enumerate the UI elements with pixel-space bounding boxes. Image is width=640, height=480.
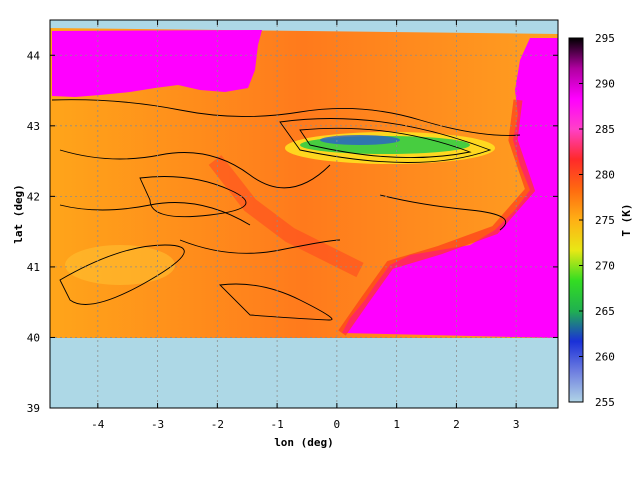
x-tick-label: 3 [513, 418, 520, 431]
x-axis-title: lon (deg) [274, 436, 334, 449]
x-axis: -4 -3 -2 -1 0 1 2 3 [91, 20, 519, 431]
iberian-highland [65, 245, 175, 285]
x-tick-label: -2 [211, 418, 224, 431]
x-tick-label: -1 [270, 418, 283, 431]
colorbar-tick-label: 265 [595, 305, 615, 318]
y-tick-label: 40 [27, 331, 40, 344]
y-tick-label: 39 [27, 402, 40, 415]
y-tick-label: 44 [27, 49, 41, 62]
y-axis-title: lat (deg) [12, 184, 25, 244]
colorbar-tick-label: 255 [595, 396, 615, 409]
x-tick-label: 2 [453, 418, 460, 431]
map-field [50, 20, 558, 408]
y-tick-label: 43 [27, 120, 40, 133]
colorbar-tick-label: 275 [595, 214, 615, 227]
x-tick-label: 0 [334, 418, 341, 431]
colorbar-axis: 255 260 265 270 275 280 285 290 295 [579, 32, 615, 409]
sea-bay-of-biscay [52, 30, 262, 97]
colorbar-tick-label: 295 [595, 32, 615, 45]
y-axis: 39 40 41 42 43 44 [27, 49, 558, 415]
colorbar-tick-label: 285 [595, 123, 615, 136]
contour-lines [51, 99, 521, 321]
ebro-valley-band [208, 155, 364, 278]
colorbar-tick-label: 280 [595, 169, 615, 182]
coastal-band [338, 99, 536, 336]
pyrenees-coldest-core [320, 135, 400, 145]
x-tick-label: 1 [393, 418, 400, 431]
colorbar-tick-label: 290 [595, 78, 615, 91]
colorbar-title: T (K) [620, 203, 633, 236]
x-tick-label: -3 [151, 418, 164, 431]
x-tick-label: -4 [91, 418, 105, 431]
y-tick-label: 42 [27, 190, 40, 203]
y-tick-label: 41 [27, 261, 40, 274]
colorbar-tick-label: 260 [595, 351, 615, 364]
colorbar-tick-label: 270 [595, 260, 615, 273]
plot-frame [49, 19, 559, 409]
